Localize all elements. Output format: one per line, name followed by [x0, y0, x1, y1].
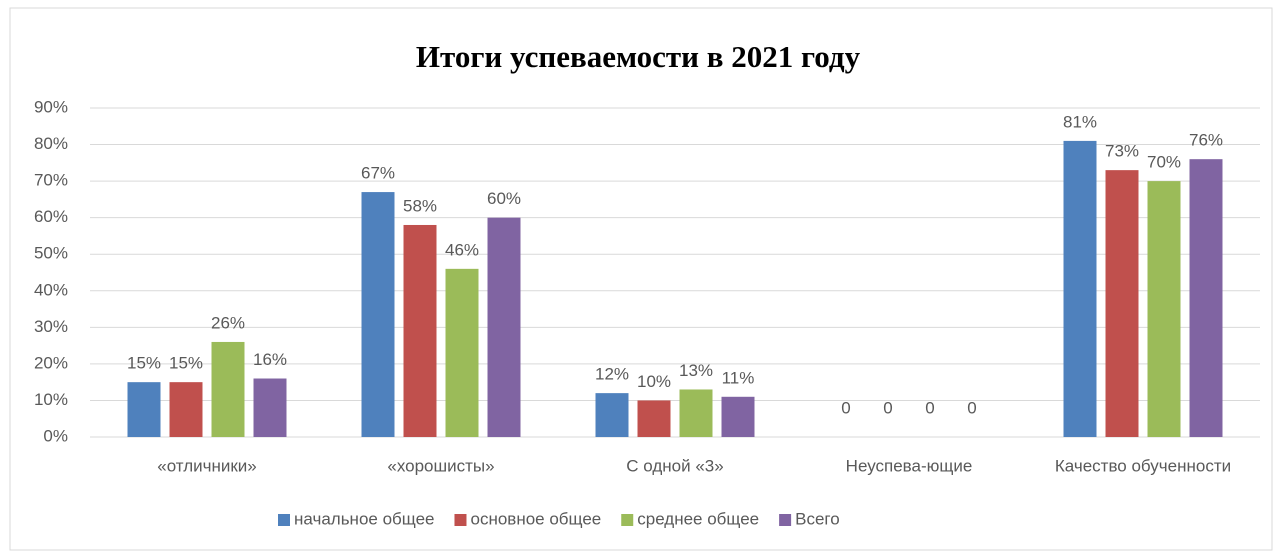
bar	[595, 393, 629, 437]
chart-title: Итоги успеваемости в 2021 году	[416, 39, 861, 74]
value-label: 13%	[679, 361, 713, 380]
y-tick-label: 40%	[34, 280, 68, 299]
value-label: 76%	[1189, 131, 1223, 150]
value-label: 16%	[253, 350, 287, 369]
bar	[169, 382, 203, 437]
bar	[253, 378, 287, 437]
x-tick-label: Неуспева-ющие	[846, 456, 973, 475]
legend-swatch	[621, 514, 634, 526]
bar	[361, 192, 395, 437]
y-tick-label: 90%	[34, 97, 68, 116]
value-label: 0	[967, 398, 976, 417]
y-tick-label: 70%	[34, 171, 68, 190]
value-label: 0	[841, 398, 850, 417]
value-label: 58%	[403, 196, 437, 215]
value-label: 73%	[1105, 142, 1139, 161]
y-tick-label: 80%	[34, 134, 68, 153]
legend-label: Всего	[795, 509, 840, 528]
value-label: 15%	[127, 354, 161, 373]
value-label: 11%	[722, 368, 755, 387]
bar	[403, 224, 437, 437]
value-label: 70%	[1147, 153, 1181, 172]
bar	[127, 382, 161, 437]
bar	[1147, 181, 1181, 437]
value-label: 26%	[211, 313, 245, 332]
bar	[679, 389, 713, 437]
value-label: 46%	[445, 240, 479, 259]
legend-swatch	[278, 514, 290, 526]
value-label: 60%	[487, 189, 521, 208]
legend-label: среднее общее	[637, 509, 759, 528]
bar	[1063, 140, 1097, 437]
y-tick-label: 60%	[34, 207, 68, 226]
legend-swatch	[779, 514, 792, 526]
y-tick-label: 10%	[34, 390, 68, 409]
chart-border	[9, 7, 1273, 551]
value-label: 10%	[637, 372, 671, 391]
y-tick-label: 30%	[34, 317, 68, 336]
bar	[721, 396, 755, 437]
bar	[211, 341, 245, 437]
legend-label: основное общее	[470, 509, 601, 528]
bar	[487, 217, 521, 437]
x-tick-label: Качество обученности	[1055, 456, 1231, 475]
bar	[1105, 170, 1139, 437]
y-tick-label: 50%	[34, 244, 68, 263]
bar	[637, 400, 671, 437]
value-label: 15%	[169, 354, 203, 373]
x-tick-label: «отличники»	[157, 456, 257, 475]
legend-label: начальное общее	[294, 509, 434, 528]
x-tick-label: «хорошисты»	[387, 456, 494, 475]
legend-swatch	[454, 514, 467, 526]
bar	[445, 268, 479, 437]
value-label: 0	[883, 398, 892, 417]
value-label: 67%	[361, 164, 395, 183]
y-tick-label: 20%	[34, 353, 68, 372]
y-tick-label: 0%	[43, 426, 68, 445]
bar	[1189, 159, 1223, 437]
value-label: 81%	[1063, 112, 1097, 131]
x-tick-label: С одной «3»	[626, 456, 723, 475]
value-label: 0	[925, 398, 934, 417]
value-label: 12%	[595, 365, 629, 384]
